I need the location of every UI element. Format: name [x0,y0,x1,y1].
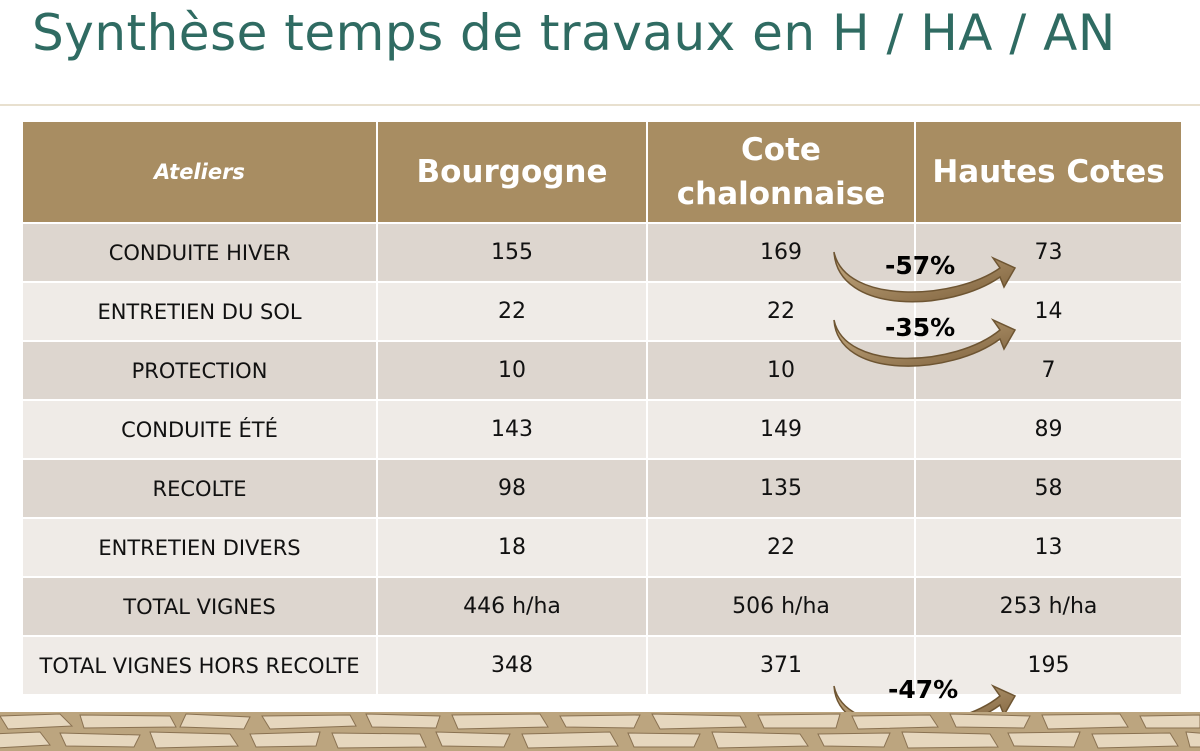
title-divider [0,104,1200,106]
table-row: CONDUITE HIVER 155 169 73 [21,222,1183,283]
reduction-label: -35% [885,313,956,342]
cell-bourgogne: 143 [376,399,648,460]
cell-hautes-cotes: 7 [914,340,1183,401]
cell-cote-chalonnaise: 371 [646,635,916,696]
row-label: PROTECTION [21,340,378,401]
cell-bourgogne: 348 [376,635,648,696]
cell-cote-chalonnaise: 149 [646,399,916,460]
reduction-label: -47% [888,675,959,704]
cell-cote-chalonnaise: 169 [646,222,916,283]
cell-cote-chalonnaise: 22 [646,517,916,578]
stone-wall-decoration [0,712,1200,751]
row-label: RECOLTE [21,458,378,519]
cell-cote-chalonnaise: 10 [646,340,916,401]
cell-bourgogne: 10 [376,340,648,401]
row-label: ENTRETIEN DIVERS [21,517,378,578]
cell-bourgogne: 446 h/ha [376,576,648,637]
row-label: CONDUITE ÉTÉ [21,399,378,460]
cell-bourgogne: 98 [376,458,648,519]
table-header-row: Ateliers Bourgogne Cote chalonnaise Haut… [21,120,1183,224]
table-row: RECOLTE 98 135 58 [21,458,1183,519]
cell-bourgogne: 22 [376,281,648,342]
cell-bourgogne: 18 [376,517,648,578]
cell-cote-chalonnaise: 135 [646,458,916,519]
row-label: CONDUITE HIVER [21,222,378,283]
table-row: PROTECTION 10 10 7 [21,340,1183,401]
cell-bourgogne: 155 [376,222,648,283]
row-label: TOTAL VIGNES [21,576,378,637]
table-row: CONDUITE ÉTÉ 143 149 89 [21,399,1183,460]
page-title: Synthèse temps de travaux en H / HA / AN [32,4,1116,62]
header-bourgogne: Bourgogne [376,120,648,224]
header-ateliers: Ateliers [21,120,378,224]
table-row: TOTAL VIGNES 446 h/ha 506 h/ha 253 h/ha [21,576,1183,637]
cell-cote-chalonnaise: 22 [646,281,916,342]
row-label: TOTAL VIGNES HORS RECOLTE [21,635,378,696]
reduction-label: -57% [885,251,956,280]
cell-hautes-cotes: 13 [914,517,1183,578]
table-row: ENTRETIEN DIVERS 18 22 13 [21,517,1183,578]
header-hautes-cotes: Hautes Cotes [914,120,1183,224]
work-time-table: Ateliers Bourgogne Cote chalonnaise Haut… [21,120,1183,696]
cell-hautes-cotes: 89 [914,399,1183,460]
cell-hautes-cotes: 58 [914,458,1183,519]
cell-hautes-cotes: 253 h/ha [914,576,1183,637]
header-cote-chalonnaise: Cote chalonnaise [646,120,916,224]
table-row: ENTRETIEN DU SOL 22 22 14 [21,281,1183,342]
table-row: TOTAL VIGNES HORS RECOLTE 348 371 195 [21,635,1183,696]
cell-cote-chalonnaise: 506 h/ha [646,576,916,637]
row-label: ENTRETIEN DU SOL [21,281,378,342]
